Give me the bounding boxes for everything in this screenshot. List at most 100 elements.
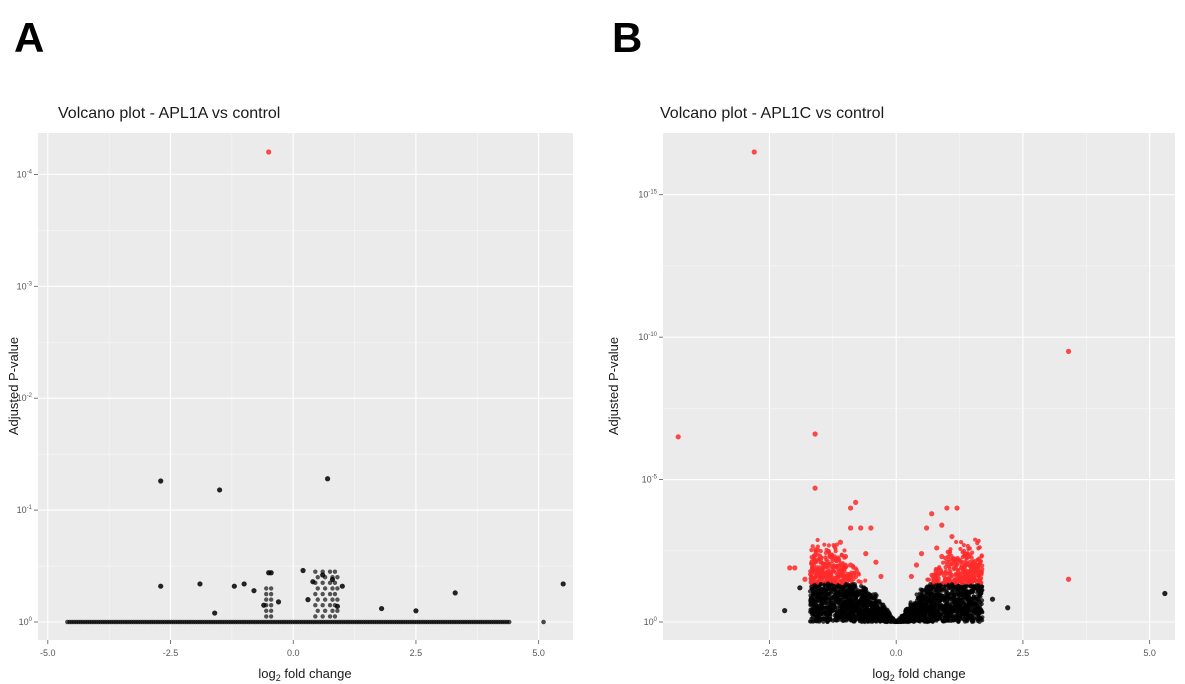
data-point xyxy=(928,598,933,603)
data-point xyxy=(959,581,964,586)
panel-a-ticks: -5.0 -2.5 0.0 2.5 5.0 100 10-1 10-2 10-3 10-4 xyxy=(17,169,545,658)
data-point xyxy=(968,567,974,572)
data-point xyxy=(972,596,978,601)
data-point xyxy=(792,565,798,571)
data-point xyxy=(315,597,320,602)
data-point xyxy=(826,585,831,590)
data-point xyxy=(816,571,821,577)
data-point xyxy=(946,585,951,591)
data-point xyxy=(850,608,855,614)
data-point xyxy=(972,602,977,607)
data-point xyxy=(954,599,960,605)
data-point xyxy=(964,561,970,566)
data-point xyxy=(954,505,960,511)
data-point xyxy=(268,586,274,591)
data-point xyxy=(320,572,326,578)
data-point xyxy=(959,616,965,621)
data-point xyxy=(915,608,920,613)
data-point xyxy=(955,561,960,566)
x-tick-label: -2.5 xyxy=(762,648,778,658)
data-point xyxy=(332,569,338,574)
data-point xyxy=(947,602,952,607)
data-point xyxy=(836,563,841,568)
data-point xyxy=(866,610,872,615)
data-point xyxy=(855,606,861,611)
data-point xyxy=(813,549,818,554)
data-point xyxy=(976,573,981,578)
data-point xyxy=(876,607,881,612)
data-point xyxy=(1065,576,1072,582)
data-point xyxy=(842,553,849,560)
data-point xyxy=(842,602,849,608)
data-point xyxy=(335,608,340,614)
data-point xyxy=(837,610,842,615)
data-point xyxy=(261,602,267,608)
data-point xyxy=(823,555,828,560)
data-point xyxy=(819,606,824,611)
data-point xyxy=(327,614,333,619)
data-point xyxy=(817,553,823,558)
data-point xyxy=(869,613,875,618)
data-point xyxy=(973,566,978,571)
data-point xyxy=(971,563,976,568)
data-point xyxy=(963,610,968,615)
data-point xyxy=(327,569,333,574)
data-point xyxy=(956,577,961,583)
data-point xyxy=(837,558,842,563)
x-tick-label: 5.0 xyxy=(532,648,545,658)
data-point xyxy=(330,608,335,614)
data-point xyxy=(811,597,816,602)
data-point xyxy=(909,603,914,608)
data-point xyxy=(268,608,274,614)
data-point xyxy=(268,597,274,602)
data-point xyxy=(158,583,164,589)
data-point xyxy=(927,618,932,623)
data-point xyxy=(939,570,944,575)
data-point xyxy=(339,583,345,589)
panel-letter-a: A xyxy=(14,14,44,61)
data-point xyxy=(938,612,943,617)
data-point xyxy=(933,568,938,573)
data-point xyxy=(329,576,336,583)
data-point xyxy=(815,544,820,549)
data-point xyxy=(830,576,835,581)
data-point xyxy=(908,600,913,605)
data-point xyxy=(897,617,902,622)
data-point xyxy=(822,596,827,601)
data-point xyxy=(928,584,934,589)
data-point xyxy=(817,595,823,600)
data-point xyxy=(833,546,838,551)
data-point xyxy=(926,588,931,593)
y-tick-label: 10-5 xyxy=(642,475,658,485)
data-point xyxy=(812,584,818,590)
data-point xyxy=(909,607,914,613)
data-point xyxy=(944,559,949,564)
data-point xyxy=(926,613,931,618)
data-point xyxy=(975,557,980,562)
data-point xyxy=(866,618,871,623)
data-point xyxy=(305,597,311,603)
data-point xyxy=(977,569,982,574)
data-point xyxy=(815,568,821,573)
data-point xyxy=(849,602,855,607)
data-point xyxy=(826,605,831,610)
data-point xyxy=(881,607,886,612)
data-point xyxy=(863,589,868,594)
data-point xyxy=(332,614,338,619)
data-point xyxy=(886,614,891,619)
data-point xyxy=(320,614,325,619)
data-point xyxy=(847,525,854,531)
data-point xyxy=(841,563,846,568)
data-point xyxy=(313,591,318,597)
data-point xyxy=(971,619,976,624)
data-point xyxy=(832,596,838,602)
data-point xyxy=(957,610,962,615)
data-point xyxy=(843,581,848,586)
data-point xyxy=(880,602,885,608)
data-point xyxy=(158,478,164,484)
panel-b-x-axis-label: log2 fold change xyxy=(872,666,965,683)
data-point xyxy=(959,595,964,600)
data-point xyxy=(313,603,318,608)
data-point xyxy=(914,604,919,609)
x-tick-label: 5.0 xyxy=(1143,648,1156,658)
